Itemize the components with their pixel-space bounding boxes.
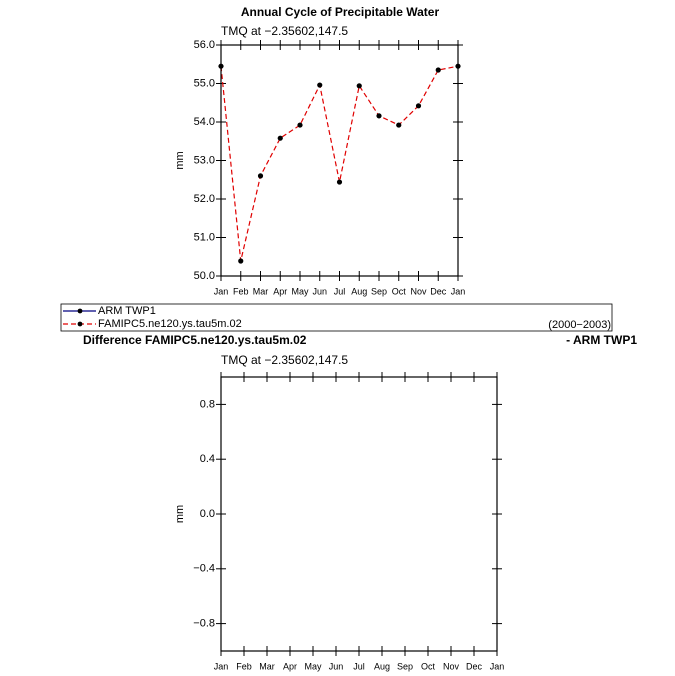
y-tick-label: 52.0	[194, 193, 215, 205]
x-tick-label: Dec	[430, 286, 447, 296]
data-point	[356, 83, 362, 89]
x-tick-label: May	[291, 286, 309, 296]
subtitle: TMQ at −2.35602,147.5	[221, 353, 348, 367]
x-tick-label: Jun	[329, 661, 344, 671]
x-tick-label: Sep	[371, 286, 387, 296]
data-point	[277, 135, 283, 141]
data-point	[435, 67, 441, 73]
x-tick-label: Nov	[410, 286, 427, 296]
x-tick-label: Mar	[259, 661, 275, 671]
legend-marker	[77, 308, 83, 314]
data-point	[415, 103, 422, 109]
y-tick-label: 51.0	[194, 231, 215, 243]
y-axis-label: mm	[174, 151, 186, 169]
x-tick-label: Feb	[233, 286, 249, 296]
y-tick-label: 55.0	[194, 77, 215, 89]
y-tick-label: 0.0	[200, 508, 215, 520]
x-tick-label: Jun	[312, 286, 327, 296]
data-point	[238, 258, 244, 264]
plot-frame	[220, 44, 459, 277]
x-tick-label: Nov	[443, 661, 460, 671]
y-tick-label: 56.0	[194, 39, 215, 51]
y-tick-label: 53.0	[194, 154, 215, 166]
data-point	[317, 82, 323, 88]
x-tick-label: Feb	[236, 661, 252, 671]
x-tick-label: Dec	[466, 661, 483, 671]
x-tick-label: Jan	[451, 286, 466, 296]
x-tick-label: Jul	[334, 286, 346, 296]
plot-frame	[220, 376, 498, 652]
data-point	[396, 122, 402, 128]
x-tick-label: Apr	[283, 661, 297, 671]
chart-title: Difference FAMIPC5.ne120.ys.tau5m.02	[83, 333, 307, 347]
chart-title-right: - ARM TWP1	[566, 333, 637, 347]
y-tick-label: 0.8	[200, 398, 215, 410]
x-tick-label: Apr	[273, 286, 287, 296]
legend-label: FAMIPC5.ne120.ys.tau5m.02	[98, 318, 242, 330]
y-tick-label: 0.4	[200, 453, 215, 465]
x-tick-label: Jul	[353, 661, 365, 671]
x-tick-label: Jan	[490, 661, 505, 671]
x-tick-label: Sep	[397, 661, 413, 671]
data-point	[297, 122, 303, 128]
y-tick-label: 50.0	[194, 270, 215, 282]
x-tick-label: Jan	[214, 286, 229, 296]
legend-period: (2000−2003)	[548, 319, 611, 331]
x-tick-label: Mar	[253, 286, 269, 296]
x-tick-label: Oct	[392, 286, 407, 296]
data-point	[376, 113, 382, 119]
y-axis-label: mm	[174, 505, 186, 523]
y-tick-label: −0.8	[193, 618, 215, 630]
legend-marker	[77, 321, 83, 327]
data-point	[257, 173, 264, 179]
chart-title: Annual Cycle of Precipitable Water	[241, 5, 440, 19]
x-tick-label: Aug	[351, 286, 367, 296]
x-tick-label: May	[304, 661, 322, 671]
x-tick-label: Aug	[374, 661, 390, 671]
data-point	[336, 179, 343, 185]
y-tick-label: 54.0	[194, 116, 215, 128]
subtitle: TMQ at −2.35602,147.5	[221, 24, 348, 38]
y-tick-label: −0.4	[193, 563, 215, 575]
legend-box	[60, 303, 613, 332]
x-tick-label: Oct	[421, 661, 436, 671]
x-tick-label: Jan	[214, 661, 229, 671]
legend-label: ARM TWP1	[98, 305, 156, 317]
